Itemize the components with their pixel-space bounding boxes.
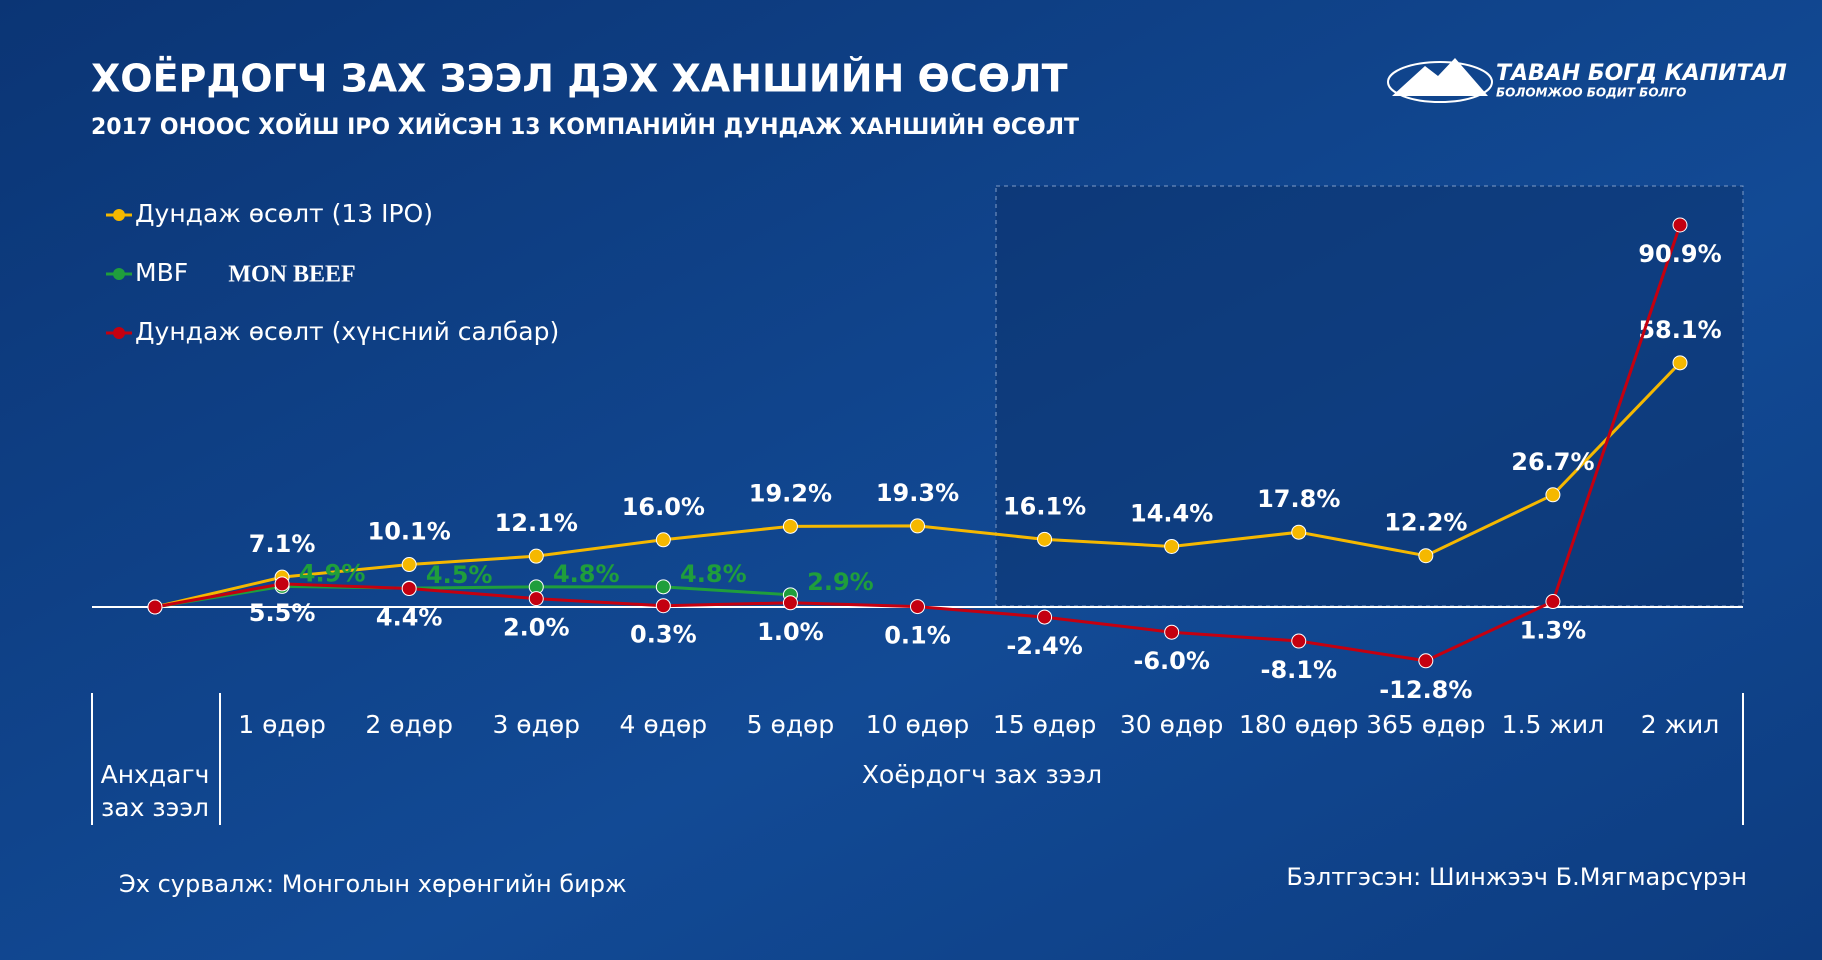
data-label: 4.5% [426,561,493,589]
data-point [1672,217,1688,233]
legend-label: MBF [135,258,188,287]
data-point [1545,487,1561,503]
data-label: 16.0% [622,493,705,521]
data-label: 10.1% [368,518,451,546]
data-point [1418,548,1434,564]
data-point [528,548,544,564]
data-label: 12.1% [495,509,578,537]
x-tick-label: 5 өдөр [747,710,835,739]
data-label: -2.4% [1006,632,1083,660]
data-point [1672,355,1688,371]
data-label: 19.3% [876,479,959,507]
group-label: Анхдагч [101,760,210,789]
x-tick-label: 365 өдөр [1366,710,1485,739]
series-line [154,584,791,609]
logo-text: ТАВАН БОГД КАПИТАЛ [1496,61,1787,86]
data-label: -8.1% [1260,656,1337,684]
legend-label: Дундаж өсөлт (13 IPO) [135,199,433,228]
data-label: 16.1% [1003,492,1086,520]
group-label: зах зээл [101,793,209,822]
data-point [655,598,671,614]
chart-title: ХОЁРДОГЧ ЗАХ ЗЭЭЛ ДЭХ ХАНШИЙН ӨСӨЛТ [91,57,1068,101]
data-label: 4.4% [376,604,443,632]
data-point [1164,538,1180,554]
data-label: 7.1% [249,530,316,558]
data-point [910,518,925,534]
highlight-box [995,185,1744,607]
data-label: 17.8% [1257,485,1340,513]
data-point [1164,624,1180,640]
data-label: -12.8% [1379,676,1472,704]
data-point [1037,609,1053,625]
legend-marker [113,209,125,221]
logo-slogan: БОЛОМЖОО БОДИТ БОЛГО [1496,86,1686,100]
data-label: 0.1% [884,622,951,650]
data-point [655,579,671,595]
data-label: 1.3% [1520,617,1587,645]
data-point [782,518,798,534]
logo-mountain [1392,58,1488,96]
group-label: Хоёрдогч зах зээл [862,760,1102,789]
data-label: 5.5% [249,599,316,627]
x-tick-label: 15 өдөр [993,710,1097,739]
legend-marker [113,327,125,339]
x-tick-label: 3 өдөр [492,710,580,739]
author: Бэлтгэсэн: Шинжээч Б.Мягмарсүрэн [1286,863,1747,891]
data-label: 2.9% [807,568,874,596]
data-label: 90.9% [1638,240,1721,268]
data-label: 0.3% [630,621,697,649]
data-label: -6.0% [1133,647,1210,675]
x-tick-label: 180 өдөр [1239,710,1358,739]
data-label: 1.0% [757,618,824,646]
data-label: 26.7% [1511,448,1594,476]
data-label: 4.8% [680,560,747,588]
data-point [1545,594,1561,610]
data-point [1037,531,1053,547]
data-point [528,591,544,607]
mbf-logo: MON BEEF [228,262,355,288]
data-label: 4.9% [299,559,366,587]
data-point [1291,633,1307,649]
legend-label: Дундаж өсөлт (хүнсний салбар) [135,317,559,346]
data-label: 4.8% [553,560,620,588]
data-point [782,595,798,611]
data-point [1291,524,1307,540]
x-tick-label: 4 өдөр [620,710,708,739]
data-point [147,599,163,615]
data-point [401,581,417,597]
data-label: 2.0% [503,614,570,642]
x-tick-label: 30 өдөр [1120,710,1224,739]
data-point [655,532,671,548]
x-tick-label: 1 өдөр [238,710,326,739]
data-label: 14.4% [1130,499,1213,527]
x-tick-label: 2 өдөр [365,710,453,739]
data-point [274,576,290,592]
data-label: 12.2% [1384,509,1467,537]
data-label: 58.1% [1638,316,1721,344]
x-tick-label: 1.5 жил [1502,710,1604,739]
chart-subtitle: 2017 ОНООС ХОЙШ IPO ХИЙСЭН 13 КОМПАНИЙН … [91,114,1079,140]
x-tick-label: 2 жил [1641,710,1720,739]
data-point [401,557,417,573]
data-label: 19.2% [749,479,832,507]
x-tick-label: 10 өдөр [866,710,970,739]
legend-marker [113,268,125,280]
source: Эх сурвалж: Монголын хөрөнгийн бирж [119,870,627,898]
logo-ring [1387,61,1493,103]
data-point [1418,653,1434,669]
data-point [910,599,925,615]
